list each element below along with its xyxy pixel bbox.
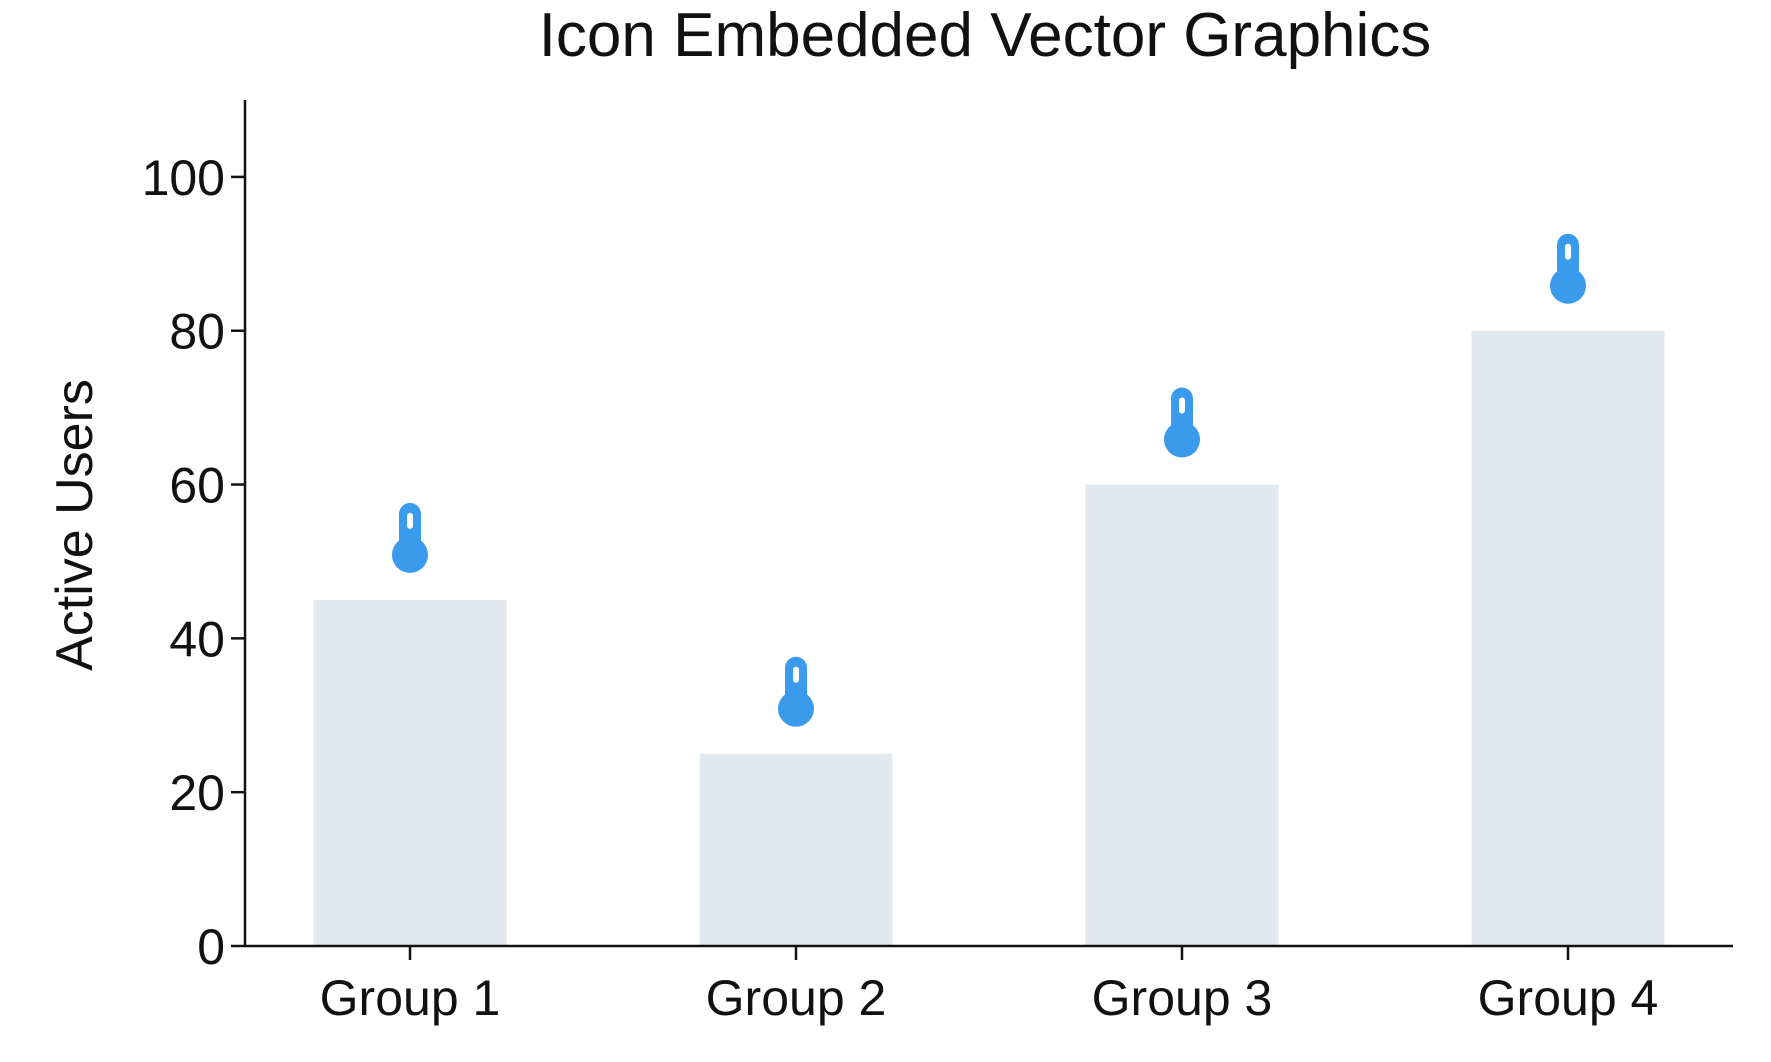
x-tick-label: Group 3 bbox=[1092, 970, 1273, 1026]
y-tick-label: 40 bbox=[169, 611, 225, 667]
y-tick-label: 100 bbox=[142, 150, 225, 206]
bar-3 bbox=[1085, 484, 1279, 946]
x-ticks: Group 1 Group 2 Group 3 Group 4 bbox=[320, 946, 1659, 1026]
x-tick-label: Group 4 bbox=[1478, 970, 1659, 1026]
y-ticks: 0 20 40 60 80 100 bbox=[142, 150, 245, 975]
thermometer-icon bbox=[1550, 233, 1586, 304]
bar-1 bbox=[313, 599, 507, 946]
x-tick-label: Group 2 bbox=[706, 970, 887, 1026]
bars bbox=[313, 330, 1665, 946]
chart-title: Icon Embedded Vector Graphics bbox=[539, 1, 1432, 70]
bar-4 bbox=[1471, 330, 1665, 946]
y-tick-label: 60 bbox=[169, 458, 225, 514]
y-axis-label: Active Users bbox=[46, 379, 104, 671]
thermometer-icon bbox=[392, 502, 428, 573]
y-tick-label: 20 bbox=[169, 765, 225, 821]
y-tick-label: 80 bbox=[169, 304, 225, 360]
bar-2 bbox=[699, 753, 893, 946]
y-tick-label: 0 bbox=[197, 919, 225, 975]
thermometer-icon bbox=[1164, 387, 1200, 458]
bar-icons bbox=[392, 233, 1586, 727]
thermometer-icon bbox=[778, 656, 814, 727]
axes bbox=[243, 100, 1733, 948]
x-tick-label: Group 1 bbox=[320, 970, 501, 1026]
